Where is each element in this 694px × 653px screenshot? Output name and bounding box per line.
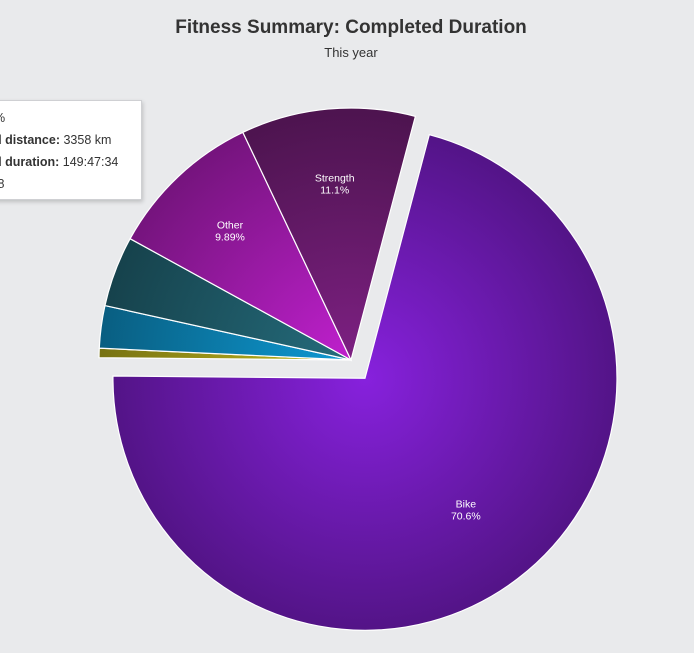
tooltip-line-distance: d distance: 3358 km	[0, 133, 111, 147]
slice-name-strength: Strength	[315, 172, 355, 184]
tooltip-line-percent: %	[0, 111, 5, 125]
tooltip-line-duration: d duration: 149:47:34	[0, 155, 118, 169]
tooltip-duration-value: 149:47:34	[59, 155, 119, 169]
slice-percent-other: 9.89%	[215, 232, 245, 244]
tooltip-duration-key: d duration:	[0, 155, 60, 169]
tooltip-distance-value: 3358 km	[60, 133, 112, 147]
pie-slice-other[interactable]	[129, 131, 353, 362]
chart-subtitle: This year	[324, 45, 378, 60]
pie-slices	[98, 107, 618, 631]
slice-name-bike: Bike	[456, 499, 477, 511]
slice-percent-strength: 11.1%	[320, 184, 349, 196]
pie-slice-strength[interactable]	[242, 107, 417, 362]
slice-percent-bike: 70.6%	[451, 511, 481, 523]
chart-title: Fitness Summary: Completed Duration	[175, 17, 527, 38]
pie-slice-bike[interactable]	[112, 133, 618, 631]
tooltip-distance-key: d distance:	[0, 133, 60, 147]
tooltip-line-extra: .8	[0, 177, 4, 191]
tooltip: % d distance: 3358 km d duration: 149:47…	[0, 100, 142, 200]
slice-name-other: Other	[217, 220, 244, 232]
